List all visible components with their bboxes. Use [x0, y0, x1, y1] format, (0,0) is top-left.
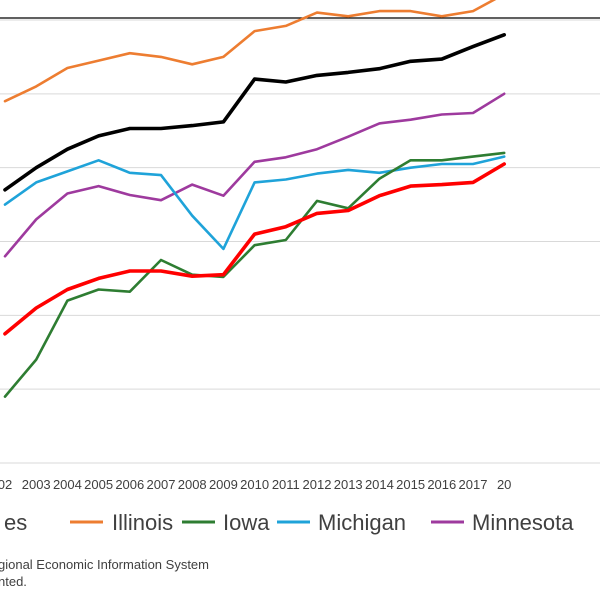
- x-tick-label: 2008: [178, 477, 207, 492]
- x-tick-label: 2005: [84, 477, 113, 492]
- x-tick-label: 2011: [272, 477, 300, 492]
- series-line-unnamed-1: [3, 32, 507, 192]
- legend-label: Minnesota: [472, 510, 574, 535]
- x-tick-label: 2006: [115, 477, 144, 492]
- x-tick-label: 2004: [53, 477, 82, 492]
- x-tick-label: 2013: [334, 477, 363, 492]
- series-line-iowa: [3, 151, 506, 398]
- legend-label: Iowa: [223, 510, 270, 535]
- gridlines: [0, 17, 600, 464]
- x-tick-label: 2010: [240, 477, 269, 492]
- x-tick-label: 2009: [209, 477, 238, 492]
- legend-label: Michigan: [318, 510, 406, 535]
- x-axis-tick-labels: 02 2003 2004 2005 2006 2007 2008 2009 2010 2011 20…: [0, 477, 511, 492]
- source-note-line-2: nted.: [0, 574, 27, 589]
- series-line-michigan: [3, 155, 506, 251]
- series-lines: [3, 0, 507, 398]
- series-line-minnesota: [3, 92, 506, 258]
- series-line-illinois: [3, 0, 497, 103]
- legend: es Illinois Iowa Michigan Minnesota: [4, 510, 574, 535]
- x-tick-label: 2014: [365, 477, 394, 492]
- x-tick-label: 20: [497, 477, 511, 492]
- x-tick-label: 2016: [427, 477, 456, 492]
- x-tick-label: 2015: [396, 477, 425, 492]
- x-tick-label: 2017: [459, 477, 488, 492]
- x-tick-label: 02: [0, 477, 12, 492]
- source-note-line-1: gional Economic Information System: [0, 557, 209, 572]
- x-tick-label: 2007: [147, 477, 176, 492]
- legend-label: Illinois: [112, 510, 173, 535]
- series-line-unnamed-5: [3, 162, 507, 336]
- x-tick-label: 2003: [22, 477, 51, 492]
- x-tick-label: 2012: [303, 477, 332, 492]
- legend-label: es: [4, 510, 27, 535]
